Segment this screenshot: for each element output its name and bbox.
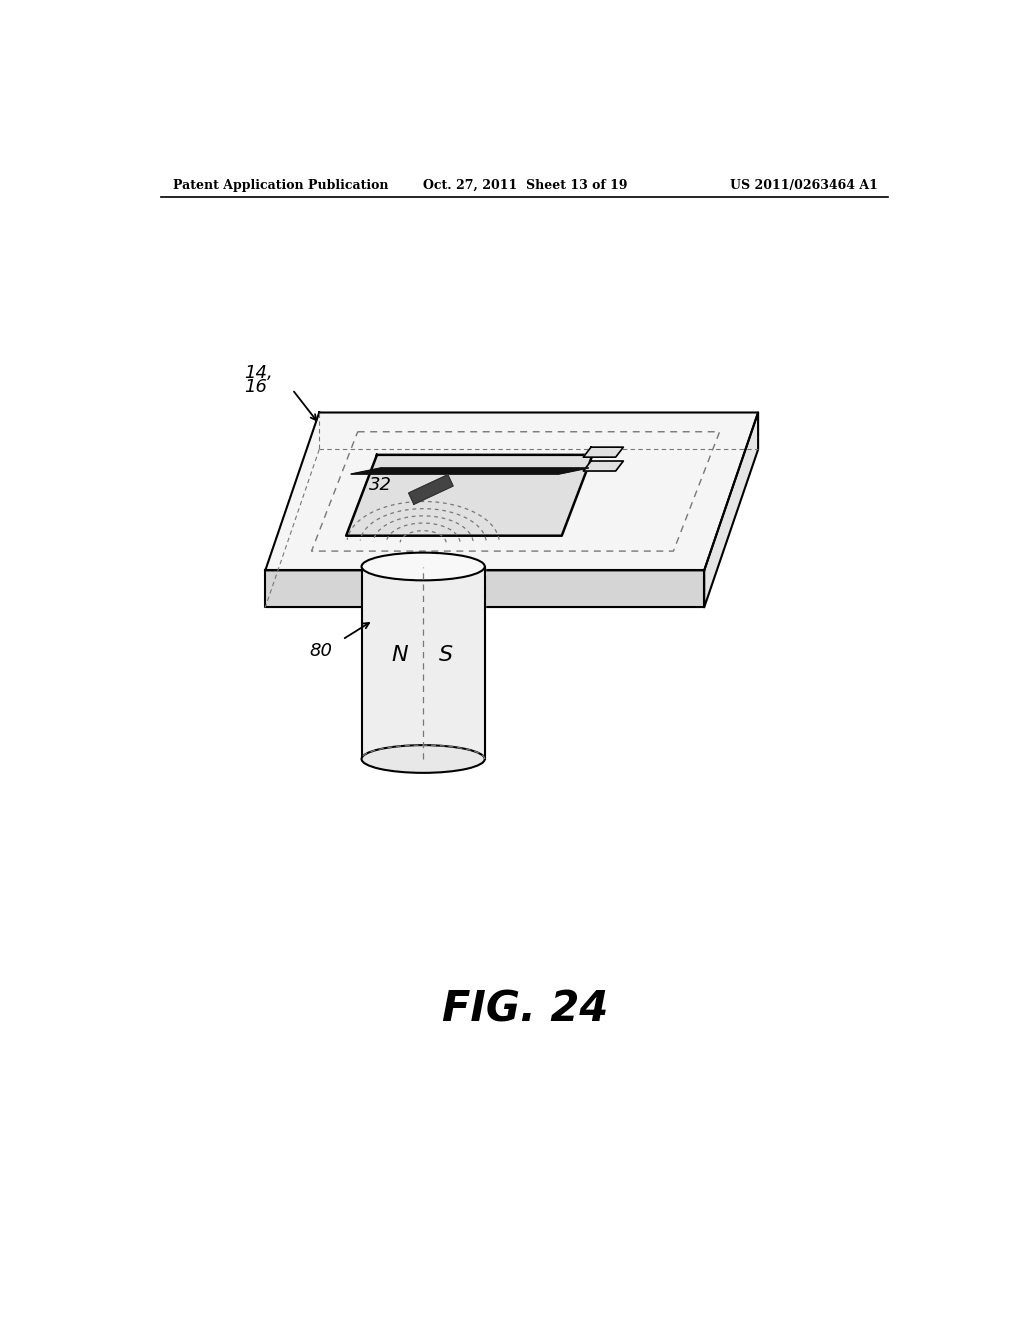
Polygon shape (346, 455, 593, 536)
Text: S: S (439, 645, 454, 665)
Ellipse shape (361, 553, 484, 581)
Polygon shape (584, 461, 624, 471)
Ellipse shape (361, 744, 484, 774)
Text: 80: 80 (309, 643, 333, 660)
Text: FIG. 24: FIG. 24 (441, 989, 608, 1030)
Polygon shape (361, 566, 484, 759)
Text: N: N (392, 645, 409, 665)
Polygon shape (584, 447, 624, 457)
Polygon shape (265, 570, 705, 607)
Text: 14,: 14, (245, 364, 273, 381)
Text: 32: 32 (370, 477, 392, 494)
Polygon shape (265, 412, 758, 570)
Polygon shape (351, 469, 589, 474)
Text: Patent Application Publication: Patent Application Publication (173, 178, 388, 191)
Text: 16: 16 (245, 378, 267, 396)
Polygon shape (409, 475, 453, 504)
Text: US 2011/0263464 A1: US 2011/0263464 A1 (729, 178, 878, 191)
Polygon shape (705, 412, 758, 607)
Text: Oct. 27, 2011  Sheet 13 of 19: Oct. 27, 2011 Sheet 13 of 19 (423, 178, 627, 191)
